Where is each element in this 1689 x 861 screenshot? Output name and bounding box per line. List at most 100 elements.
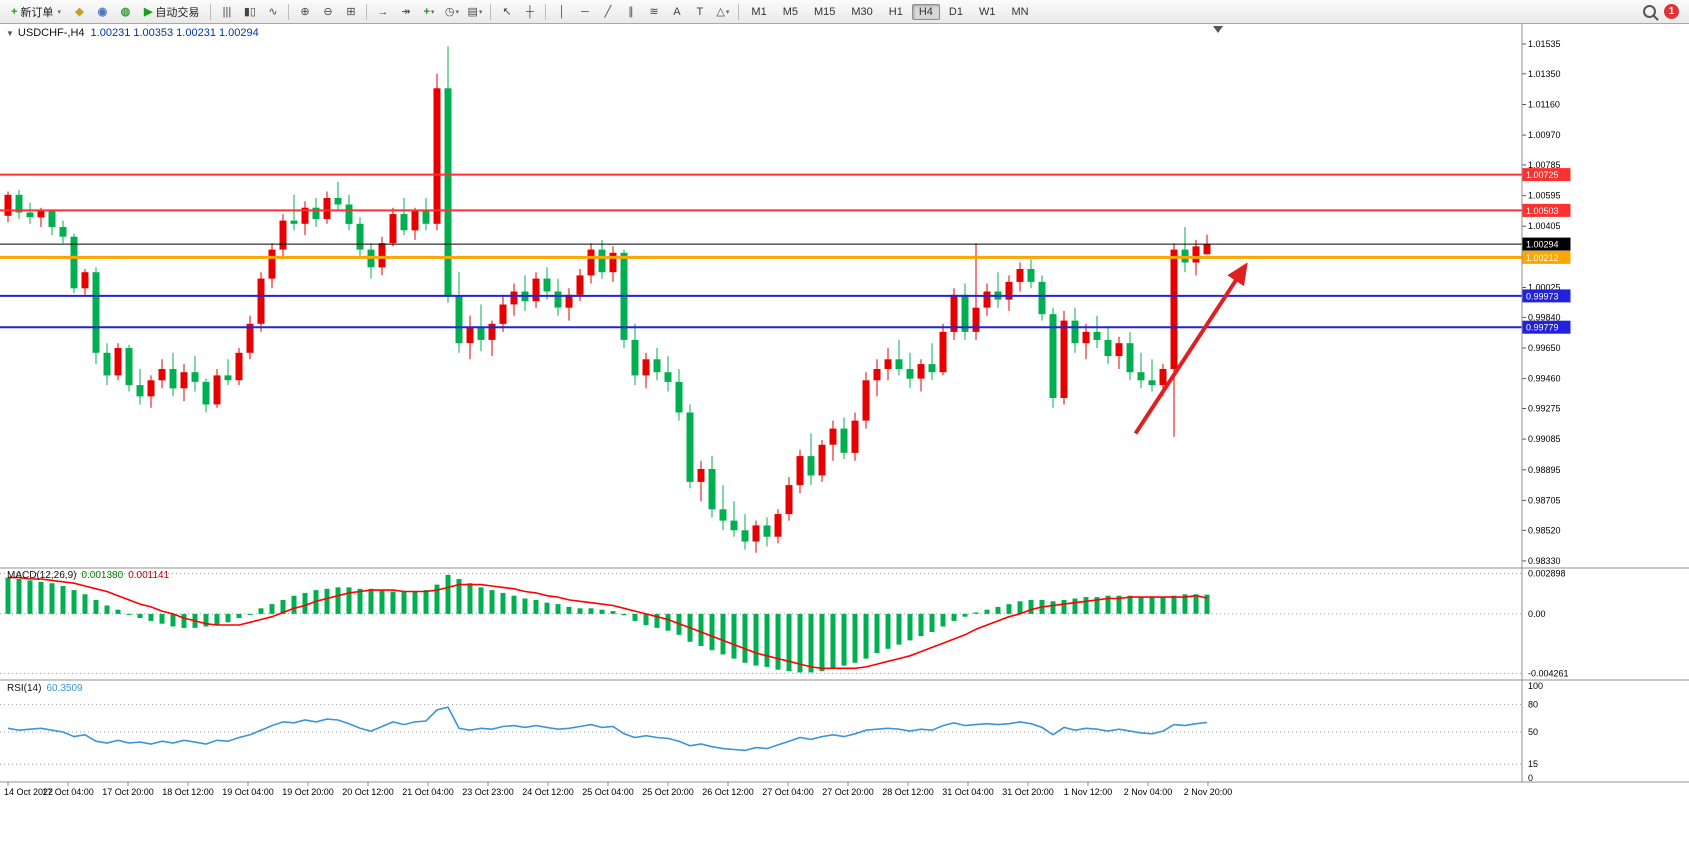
line-chart-icon[interactable]: ∿ [262,1,283,22]
chart-shift-marker-icon[interactable] [1213,26,1223,33]
svg-text:1.00503: 1.00503 [1526,206,1559,216]
svg-text:24 Oct 12:00: 24 Oct 12:00 [522,787,574,797]
candlesticks [4,46,1211,553]
trend-arrow[interactable] [1133,262,1248,435]
trendline-icon: ╱ [604,6,612,18]
auto-scroll-icon[interactable]: → [372,1,393,22]
zoom-in-icon[interactable]: ⊕ [294,1,315,22]
horizontal-level-lines[interactable] [0,173,1522,329]
svg-text:0.00: 0.00 [1528,609,1546,619]
channel-icon: ∥ [628,6,634,18]
svg-text:1.00785: 1.00785 [1528,160,1561,170]
market-watch-icon[interactable]: ◆ [69,1,90,22]
toolbar-separator [288,3,290,20]
horizontal-line-icon[interactable]: ─ [574,1,595,22]
svg-text:1.00595: 1.00595 [1528,191,1561,201]
timeframe-H4[interactable]: H4 [911,3,940,20]
macd-signal-line [8,576,1208,670]
pane-separators[interactable] [0,23,1689,783]
fibonacci-icon[interactable]: ≋ [643,1,664,22]
price-axis[interactable]: 1.01535 1.01350 1.01160 1.00970 1.00785 1.005… [1522,39,1561,566]
bar-chart-icon[interactable]: ||| [216,1,237,22]
svg-text:26 Oct 12:00: 26 Oct 12:00 [702,787,754,797]
zoom-out-icon[interactable]: ⊖ [317,1,338,22]
timeframe-M15[interactable]: M15 [813,5,836,18]
zoom-in-icon: ⊕ [300,6,310,18]
svg-text:1.00212: 1.00212 [1526,253,1559,263]
svg-text:1 Nov 12:00: 1 Nov 12:00 [1064,787,1113,797]
indicators-icon: + [423,5,430,18]
search-icon[interactable] [1643,5,1656,18]
svg-text:18 Oct 12:00: 18 Oct 12:00 [162,787,214,797]
auto-scroll-icon: → [377,5,389,18]
macd-indicator-label: MACD(12,26,9) 0.001380 0.001141 [7,570,169,581]
new-order-button[interactable]: + 新订单 ▾ [5,1,67,22]
channel-icon[interactable]: ∥ [620,1,641,22]
timeframe-D1[interactable]: D1 [948,5,963,18]
svg-text:31 Oct 04:00: 31 Oct 04:00 [942,787,994,797]
svg-text:0.99460: 0.99460 [1528,374,1561,384]
shapes-icon: △ [716,6,725,18]
new-order-icon: + [11,5,18,18]
svg-text:1.00970: 1.00970 [1528,130,1561,140]
svg-text:0.98895: 0.98895 [1528,465,1561,475]
text-icon[interactable]: A [666,1,687,22]
candlestick-chart-icon: ▮▯ [243,6,256,18]
svg-text:0: 0 [1528,773,1533,783]
svg-text:21 Oct 04:00: 21 Oct 04:00 [402,787,454,797]
dropdown-caret-icon: ▾ [57,8,61,16]
svg-text:1.01160: 1.01160 [1528,100,1560,110]
shapes-button[interactable]: △ ▾ [712,1,733,22]
rsi-value: 60.3509 [46,683,83,694]
indicators-button[interactable]: + ▾ [418,1,439,22]
vertical-line-icon[interactable]: │ [551,1,572,22]
data-window-icon[interactable]: ◉ [92,1,113,22]
auto-trading-icon: ▶ [143,6,153,18]
horizontal-line-icon: ─ [581,5,589,18]
new-order-button-label: 新订单 [20,6,54,19]
notification-badge[interactable]: 1 [1664,4,1679,19]
svg-text:0.99779: 0.99779 [1526,323,1559,333]
svg-text:28 Oct 12:00: 28 Oct 12:00 [882,787,934,797]
rsi-name: RSI(14) [7,683,42,694]
auto-trading-button[interactable]: ▶ 自动交易 [138,1,205,22]
crosshair-icon[interactable]: ┼ [519,1,540,22]
timeframe-H1[interactable]: H1 [888,5,903,18]
periods-button[interactable]: ◷ ▾ [441,1,462,22]
svg-text:0.99085: 0.99085 [1528,434,1561,444]
templates-button[interactable]: ▤ ▾ [464,1,485,22]
data-window-icon: ◉ [97,6,108,18]
svg-text:31 Oct 20:00: 31 Oct 20:00 [1002,787,1054,797]
toolbar-separator [210,3,212,20]
svg-text:0.002898: 0.002898 [1528,568,1566,578]
svg-text:20 Oct 12:00: 20 Oct 12:00 [342,787,394,797]
timeframe-M1[interactable]: M1 [751,5,767,18]
timeframe-MN[interactable]: MN [1011,5,1029,18]
dropdown-caret-icon: ▾ [455,8,459,16]
text-icon: A [673,5,681,18]
macd-signal-value: 0.001141 [128,570,170,581]
svg-text:1.01350: 1.01350 [1528,69,1561,79]
one-click-collapse-icon[interactable]: ▼ [6,29,14,38]
timeframe-M5[interactable]: M5 [782,5,798,18]
timeframe-M30[interactable]: M30 [851,5,873,18]
strategy-tester-icon: ◍ [120,6,131,18]
tile-windows-icon[interactable]: ⊞ [340,1,361,22]
chart-shift-icon[interactable]: ↠ [395,1,416,22]
svg-text:1.01535: 1.01535 [1528,39,1561,49]
toolbar-separator [490,3,492,20]
toolbar-separator [545,3,547,20]
candlestick-chart-icon[interactable]: ▮▯ [239,1,260,22]
strategy-tester-icon[interactable]: ◍ [115,1,136,22]
price-label-boxes: 1.00725 1.00503 1.00294 1.00212 0.99973 0.997… [1522,168,1571,334]
toolbar-right-group: 1 [1643,4,1685,19]
label-icon[interactable]: T [689,1,710,22]
timeframe-W1[interactable]: W1 [978,5,996,18]
cursor-icon[interactable]: ↖ [496,1,517,22]
svg-text:17 Oct 20:00: 17 Oct 20:00 [102,787,154,797]
auto-trading-button-label: 自动交易 [155,6,200,19]
dropdown-caret-icon: ▾ [725,8,730,16]
trendline-icon[interactable]: ╱ [597,1,618,22]
